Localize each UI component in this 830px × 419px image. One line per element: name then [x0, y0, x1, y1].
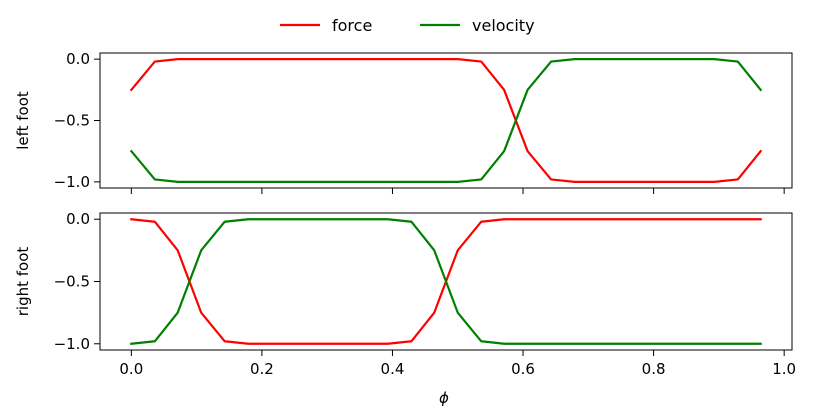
xtick-label: 1.0: [772, 360, 796, 378]
legend-velocity-label: velocity: [472, 16, 535, 35]
series-velocity-line: [129, 58, 763, 183]
legend: force velocity: [280, 16, 535, 35]
subplot-right-foot: 0.0 −0.5 −1.0 0.0 0.2 0.4 0.6 0.8 1.0 right foot ϕ: [14, 210, 796, 407]
ytick-label: 0.0: [66, 210, 90, 228]
xtick-label: 0.8: [642, 360, 666, 378]
xtick-label: 0.4: [381, 360, 405, 378]
axes-frame: [99, 52, 793, 189]
series-velocity-line: [130, 218, 762, 345]
ytick-label: −1.0: [54, 173, 90, 191]
ytick-label: −1.0: [54, 335, 90, 353]
ytick-label: −0.5: [54, 112, 90, 130]
ytick-label: −0.5: [54, 273, 90, 291]
axes-frame: [99, 212, 793, 351]
xtick-label: 0.0: [119, 360, 143, 378]
xtick-label: 0.2: [250, 360, 274, 378]
series-force-line: [129, 58, 763, 183]
ytick-label: 0.0: [66, 50, 90, 68]
ylabel: right foot: [14, 247, 32, 317]
legend-force-label: force: [332, 16, 372, 35]
xlabel: ϕ: [439, 389, 449, 407]
ylabel: left foot: [14, 91, 32, 150]
subplot-left-foot: 0.0 −0.5 −1.0 left foot: [14, 50, 793, 194]
xtick-label: 0.6: [511, 360, 535, 378]
